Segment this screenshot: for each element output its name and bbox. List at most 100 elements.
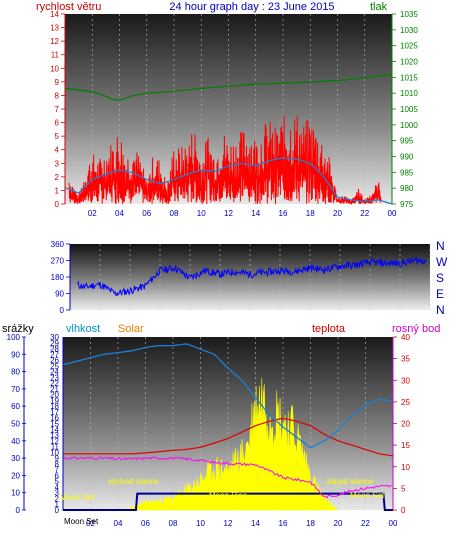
x-tick-label: 22 (360, 209, 369, 218)
x-tick-label: 14 (251, 519, 260, 528)
compass-n-top: N (436, 239, 445, 253)
x-tick-label: 16 (279, 209, 288, 218)
y-direction-tick-label: 0 (60, 306, 65, 315)
y-teplota-tick-label: 5 (401, 484, 406, 493)
y-left-tick-label: 7 (55, 105, 60, 114)
y-vlhkost-tick-label: 8 (55, 460, 60, 469)
x-tick-label: 18 (306, 209, 315, 218)
left-axis-title: rychlost větru (36, 1, 101, 13)
compass-w: W (436, 255, 448, 269)
y-vlhkost-tick-label: 1 (55, 500, 60, 509)
y-vlhkost-tick-label: 29 (50, 339, 59, 348)
y-srazky-tick-label: 30 (11, 454, 20, 463)
y-teplota-tick-label: 30 (401, 376, 410, 385)
y-right-tick-label: 990 (400, 153, 414, 162)
y-srazky-tick-label: 50 (11, 420, 20, 429)
x-tick-label: 20 (333, 209, 342, 218)
y-teplota-tick-label: 40 (401, 333, 410, 342)
y-vlhkost-tick-label: 19 (50, 396, 59, 405)
y-srazky-tick-label: 10 (11, 489, 20, 498)
y-right-tick-label: 1030 (400, 26, 418, 35)
series-moon-daylight (63, 492, 393, 511)
y-left-tick-label: 3 (55, 159, 60, 168)
y-vlhkost-tick-label: 16 (50, 414, 59, 423)
y-right-tick-label: 1015 (400, 73, 418, 82)
series-wind-gust (68, 114, 382, 206)
y-vlhkost-tick-label: 14 (50, 425, 59, 434)
y-teplota-tick-label: 35 (401, 355, 410, 364)
y-vlhkost-tick-label: 30 (50, 333, 59, 342)
y-vlhkost-tick-label: 6 (55, 471, 60, 480)
y-srazky-tick-label: 20 (11, 471, 20, 480)
series-solar (62, 377, 339, 511)
y-vlhkost-tick-label: 20 (50, 391, 59, 400)
y-vlhkost-tick-label: 12 (50, 437, 59, 446)
x-tick-label: 04 (114, 519, 123, 528)
series-temperature (63, 417, 394, 457)
y-srazky-tick-label: 90 (11, 350, 20, 359)
y-vlhkost-tick-label: 28 (50, 345, 59, 354)
y-vlhkost-tick-label: 15 (50, 420, 59, 429)
series-pressure (64, 73, 393, 101)
annot-zapad: západ slunce (326, 477, 374, 486)
chart-title: 24 hour graph day : 23 June 2015 (169, 1, 334, 13)
y-direction-tick-label: 180 (51, 273, 65, 282)
y-right-tick-label: 995 (400, 137, 414, 146)
y-vlhkost-tick-label: 22 (50, 379, 59, 388)
x-tick-label: 20 (334, 519, 343, 528)
x-tick-label: 00 (389, 519, 398, 528)
label-teplota: teplota (312, 323, 346, 335)
label-solar: Solar (118, 323, 144, 335)
y-right-tick-label: 1010 (400, 89, 418, 98)
y-vlhkost-tick-label: 9 (55, 454, 60, 463)
compass-n-bottom: N (436, 303, 445, 317)
label-srazky: srážky (2, 323, 34, 335)
y-srazky-tick-label: 100 (7, 333, 21, 342)
y-left-tick-label: 8 (55, 91, 60, 100)
y-left-tick-label: 14 (50, 10, 59, 19)
y-teplota-tick-label: 20 (401, 420, 410, 429)
annot-moonset-1: Moon Set (60, 493, 95, 502)
y-direction-tick-label: 360 (51, 240, 65, 249)
x-tick-label: 02 (88, 209, 97, 218)
y-vlhkost-tick-label: 5 (55, 477, 60, 486)
compass-s: S (436, 271, 444, 285)
y-teplota-tick-label: 15 (401, 441, 410, 450)
y-vlhkost-tick-label: 25 (50, 362, 59, 371)
y-right-tick-label: 1035 (400, 10, 418, 19)
y-teplota-tick-label: 10 (401, 463, 410, 472)
y-srazky-tick-label: 70 (11, 385, 20, 394)
y-srazky-tick-label: 0 (16, 506, 21, 515)
annot-moonrise: Moon Rise (209, 491, 248, 500)
x-tick-label: 18 (306, 519, 315, 528)
y-vlhkost-tick-label: 24 (50, 368, 59, 377)
x-tick-label: 06 (142, 209, 151, 218)
x-tick-label: 02 (86, 519, 95, 528)
y-right-tick-label: 1000 (400, 121, 418, 130)
y-left-tick-label: 1 (55, 186, 60, 195)
y-vlhkost-tick-label: 10 (50, 448, 59, 457)
x-tick-label: 08 (170, 209, 179, 218)
x-tick-label: 08 (169, 519, 178, 528)
y-vlhkost-tick-label: 7 (55, 466, 60, 475)
series-wind-average (64, 157, 393, 205)
x-tick-label: 10 (197, 209, 206, 218)
y-srazky-tick-label: 80 (11, 368, 20, 377)
y-left-tick-label: 2 (55, 173, 60, 182)
y-direction-tick-label: 90 (55, 290, 64, 299)
y-vlhkost-tick-label: 18 (50, 402, 59, 411)
x-tick-label: 16 (279, 519, 288, 528)
y-left-tick-label: 9 (55, 78, 60, 87)
y-teplota-tick-label: 0 (401, 506, 406, 515)
y-left-tick-label: 13 (50, 24, 59, 33)
y-vlhkost-tick-label: 3 (55, 489, 60, 498)
y-vlhkost-tick-label: 11 (51, 443, 60, 452)
y-left-tick-label: 10 (50, 64, 59, 73)
y-vlhkost-tick-label: 27 (50, 350, 59, 359)
x-tick-label: 04 (115, 209, 124, 218)
x-tick-label: 10 (196, 519, 205, 528)
y-left-tick-label: 11 (51, 51, 60, 60)
y-srazky-tick-label: 60 (11, 402, 20, 411)
series-wind-direction (77, 256, 427, 297)
x-tick-label: 00 (388, 209, 397, 218)
